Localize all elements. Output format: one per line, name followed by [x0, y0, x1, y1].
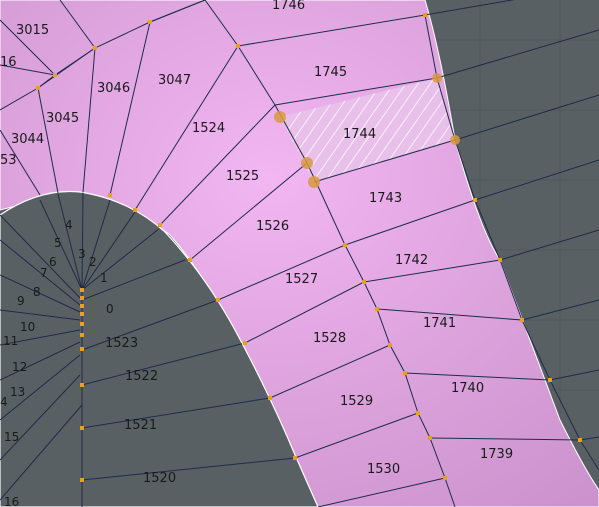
face-label: 3045 — [46, 111, 79, 126]
face-label: 1745 — [314, 65, 347, 80]
face-label: 1520 — [143, 471, 176, 486]
face-label: 5 — [54, 236, 62, 250]
face-label: 1740 — [451, 381, 484, 396]
face-label: 12 — [12, 360, 27, 374]
face-label: 1739 — [480, 447, 513, 462]
face-label: 16 — [0, 55, 17, 70]
face-label: 6 — [49, 255, 57, 269]
face-label: 1525 — [226, 169, 259, 184]
face-label: 1746 — [272, 0, 305, 13]
hole-fan-edges — [0, 191, 296, 507]
face-label: 1530 — [367, 462, 400, 477]
face-label: 1741 — [423, 316, 456, 331]
face-label: 1521 — [124, 418, 157, 433]
face-label: 3047 — [158, 73, 191, 88]
face-label: 1526 — [256, 219, 289, 234]
selected-vertices[interactable] — [274, 73, 460, 188]
face-label: 1 — [100, 271, 108, 285]
face-label: 9 — [17, 294, 25, 308]
face-label: 10 — [20, 320, 35, 334]
face-label: 1743 — [369, 191, 402, 206]
face-label: 1528 — [313, 331, 346, 346]
face-label: 3015 — [16, 23, 49, 38]
face-label: 7 — [40, 266, 48, 280]
face-label: 3046 — [97, 81, 130, 96]
face-label: 16 — [4, 495, 19, 507]
face-label: 1522 — [125, 369, 158, 384]
hole-region — [0, 190, 319, 507]
face-label: 1523 — [105, 336, 138, 351]
face-label: 4 — [65, 218, 73, 232]
face-label: 2 — [89, 255, 97, 269]
face-label: 3044 — [11, 132, 44, 147]
face-label: 8 — [33, 285, 41, 299]
face-label: 1524 — [192, 121, 225, 136]
face-label: 15 — [4, 430, 19, 444]
face-label: 1742 — [395, 253, 428, 268]
selected-face-1744[interactable] — [280, 78, 455, 182]
face-label: 1527 — [285, 272, 318, 287]
face-label: 1744 — [343, 127, 376, 142]
face-labels: 3015 16 3046 3047 3045 3044 53 1746 1745… — [0, 0, 513, 507]
face-label: 1529 — [340, 394, 373, 409]
face-label: 3 — [78, 247, 86, 261]
mesh-vertices — [36, 13, 582, 482]
face-label: 0 — [106, 302, 114, 316]
face-label: 11 — [3, 334, 18, 348]
face-label: 53 — [0, 153, 17, 168]
face-label: 13 — [10, 385, 25, 399]
face-label: 4 — [0, 395, 8, 409]
